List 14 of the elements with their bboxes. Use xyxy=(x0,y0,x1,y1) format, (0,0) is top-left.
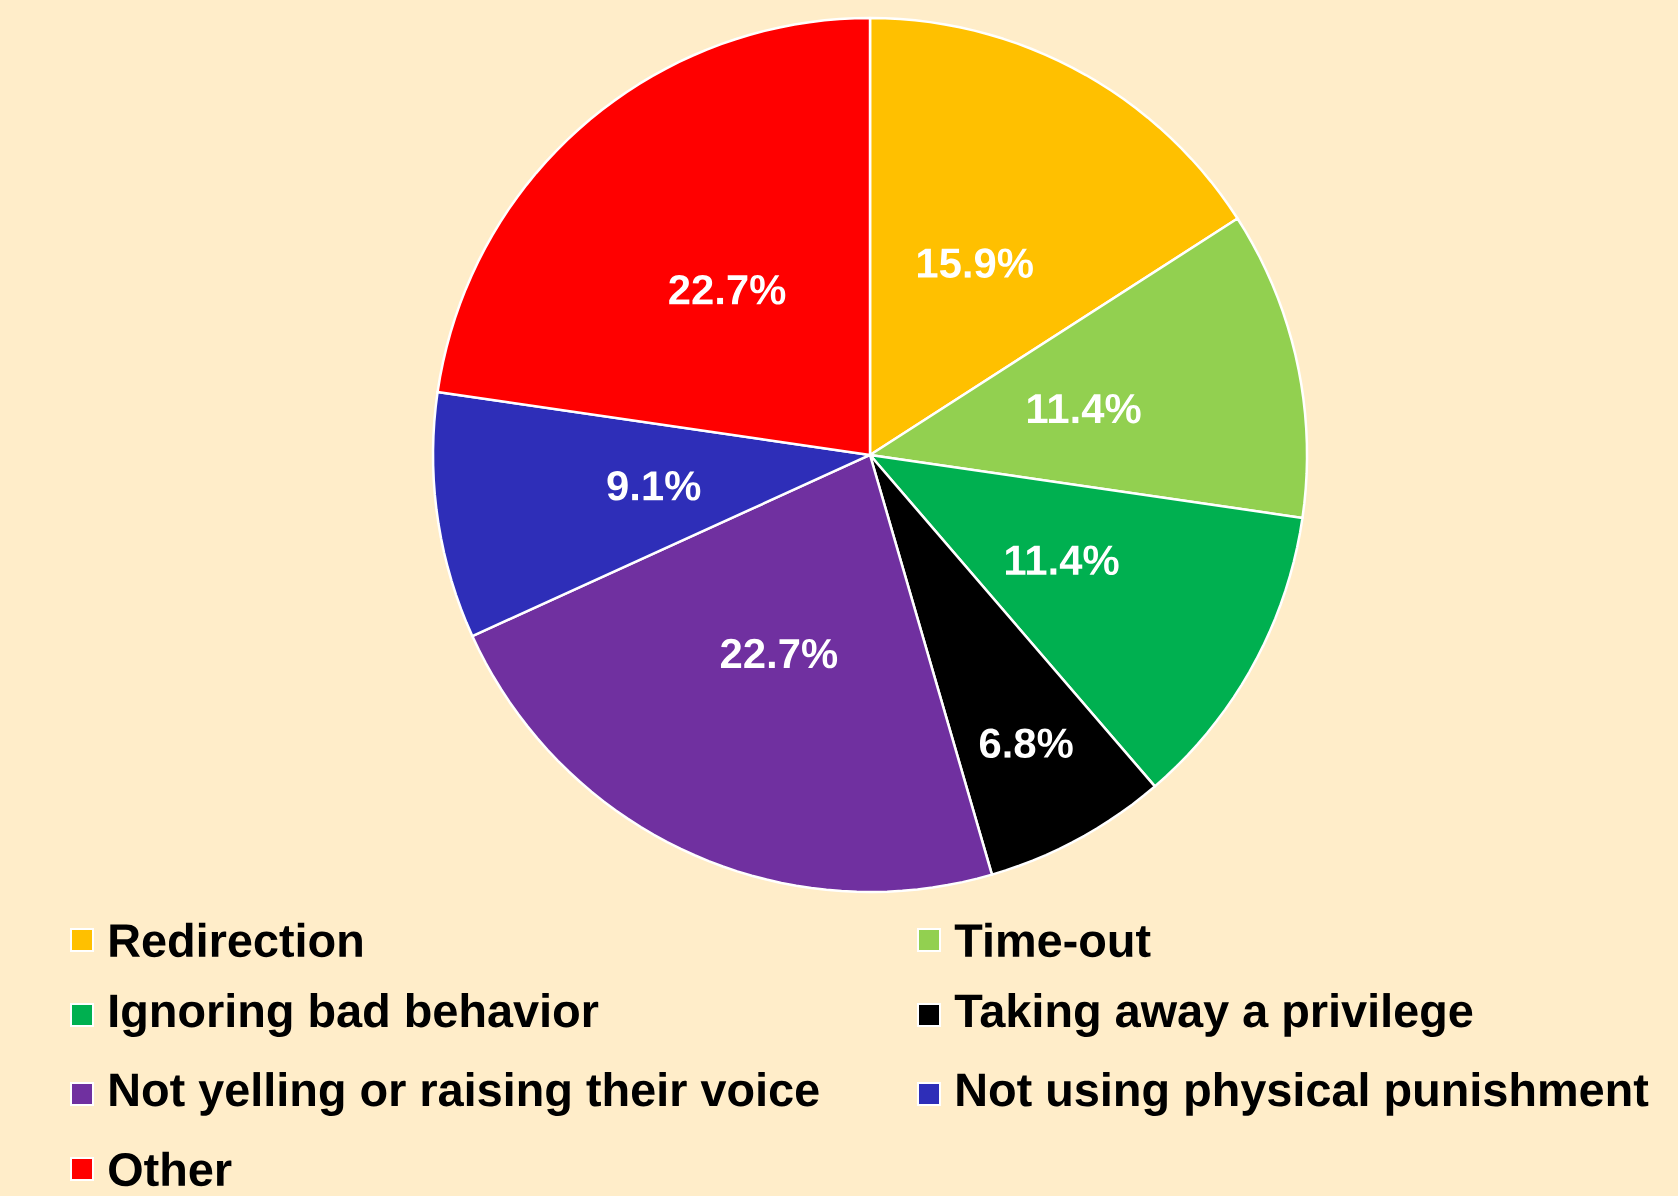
legend-label: Ignoring bad behavior xyxy=(110,993,599,1037)
data-label: 6.8% xyxy=(979,728,1073,758)
legend-label: Taking away a privilege xyxy=(954,993,1473,1037)
data-label: 15.9% xyxy=(918,248,1033,278)
legend-label: Time-out xyxy=(954,922,1151,958)
data-label: 22.7% xyxy=(720,638,838,669)
legend-label: Redirection xyxy=(110,922,362,958)
legend-label: Not yelling or raising their voice xyxy=(110,1072,819,1116)
data-label: 22.7% xyxy=(669,274,786,305)
legend-label: Other xyxy=(109,1151,232,1187)
data-label: 11.4% xyxy=(1005,545,1119,575)
legend-label: Not using physical punishment xyxy=(957,1072,1649,1116)
data-label: 11.4% xyxy=(1028,393,1141,424)
data-label: 9.1% xyxy=(607,470,701,501)
